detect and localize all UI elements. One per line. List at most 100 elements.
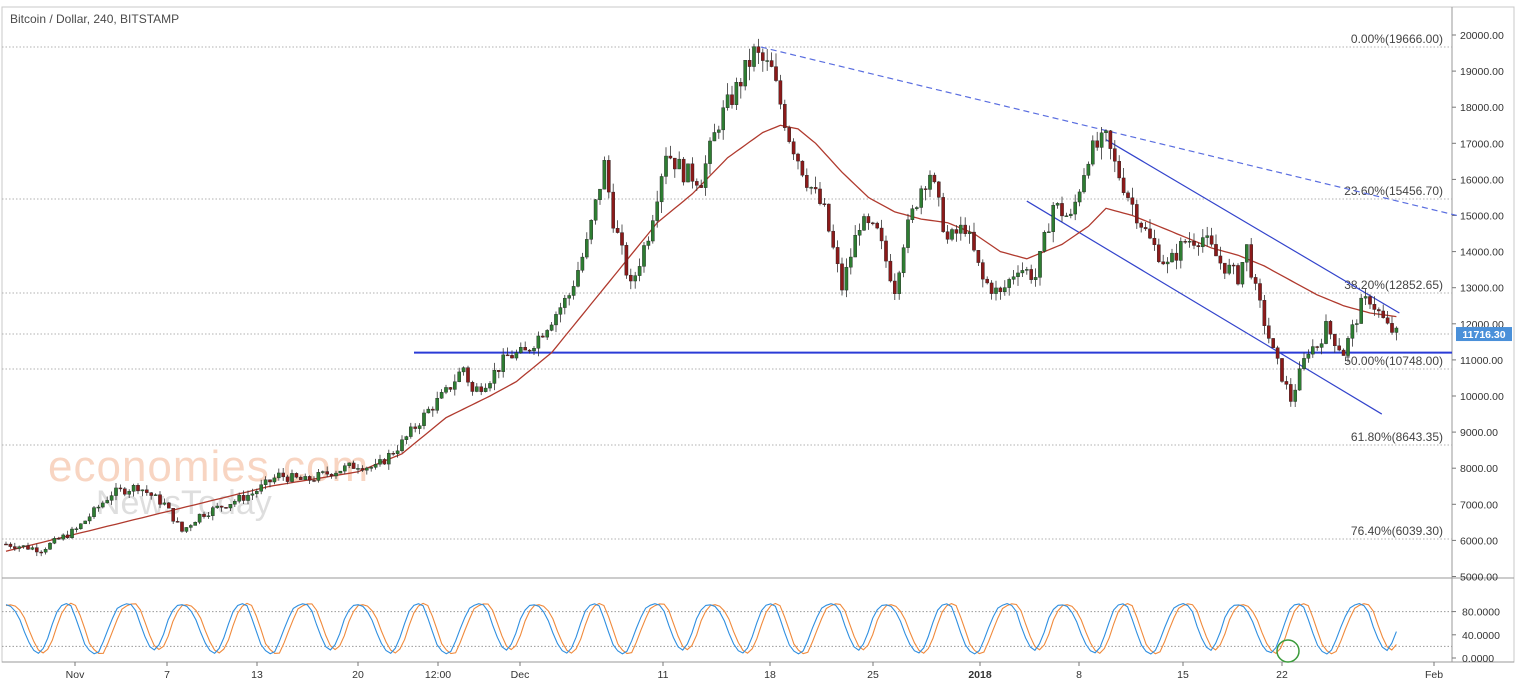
candle-body bbox=[294, 473, 299, 478]
candle-body bbox=[1280, 358, 1284, 382]
candle-body bbox=[52, 538, 57, 544]
candle-body bbox=[479, 386, 484, 392]
candle-body bbox=[571, 286, 576, 296]
candle-body bbox=[87, 516, 92, 522]
candle-body bbox=[857, 230, 862, 236]
candle-body bbox=[580, 256, 585, 271]
candle-body bbox=[1244, 244, 1249, 263]
candle-body bbox=[862, 216, 866, 231]
candle-body bbox=[1011, 276, 1016, 280]
candle-body bbox=[391, 453, 396, 455]
candle-body bbox=[360, 468, 365, 471]
candle-body bbox=[1117, 161, 1121, 179]
x-tick-label: 13 bbox=[251, 669, 263, 681]
candle-body bbox=[510, 355, 514, 359]
candle-body bbox=[316, 472, 321, 481]
candle-body bbox=[519, 347, 523, 353]
candle-body bbox=[532, 348, 536, 352]
candle-body bbox=[1165, 261, 1170, 265]
moving-average-line bbox=[5, 124, 1397, 552]
candle-body bbox=[677, 158, 681, 170]
candle-body bbox=[127, 491, 131, 495]
candle-body bbox=[624, 244, 629, 276]
candle-body bbox=[655, 201, 659, 221]
candle-body bbox=[778, 80, 783, 105]
candle-body bbox=[1350, 324, 1355, 339]
candle-body bbox=[743, 60, 747, 87]
candle-body bbox=[545, 330, 549, 338]
candle-body bbox=[756, 46, 761, 53]
candle-body bbox=[259, 484, 264, 492]
candle-body bbox=[567, 295, 571, 299]
candle-body bbox=[989, 282, 994, 294]
candle-body bbox=[853, 235, 857, 258]
candle-body bbox=[893, 280, 897, 294]
candle-body bbox=[972, 231, 976, 251]
candle-body bbox=[57, 538, 61, 540]
y-tick-label: 8000.00 bbox=[1460, 463, 1498, 475]
candle-body bbox=[140, 489, 145, 492]
candle-body bbox=[901, 247, 906, 274]
candle-body bbox=[268, 479, 272, 483]
candle-body bbox=[17, 546, 22, 549]
candle-body bbox=[387, 453, 391, 465]
candle-body bbox=[703, 163, 708, 188]
candle-body bbox=[813, 187, 818, 190]
candle-body bbox=[602, 160, 607, 190]
candle-body bbox=[1152, 237, 1157, 245]
candle-body bbox=[681, 158, 686, 183]
candle-body bbox=[1073, 201, 1077, 215]
candle-body bbox=[237, 495, 242, 502]
candle-body bbox=[369, 467, 374, 469]
candle-body bbox=[611, 191, 615, 229]
y-tick-label: 5000.00 bbox=[1460, 572, 1498, 584]
candle-body bbox=[629, 274, 633, 282]
candle-body bbox=[1315, 346, 1319, 348]
candle-body bbox=[906, 219, 910, 248]
candle-body bbox=[439, 392, 444, 399]
candle-body bbox=[1231, 264, 1236, 267]
candle-body bbox=[290, 473, 294, 482]
candle-body bbox=[131, 485, 136, 492]
candle-body bbox=[153, 494, 158, 496]
candle-body bbox=[400, 439, 404, 452]
candle-body bbox=[1302, 358, 1306, 369]
candle-body bbox=[39, 551, 43, 554]
last-price-tag-label: 11716.30 bbox=[1462, 329, 1505, 341]
candle-body bbox=[1183, 241, 1187, 243]
candle-body bbox=[919, 188, 923, 208]
candle-body bbox=[805, 175, 809, 188]
candle-body bbox=[637, 266, 642, 276]
candle-body bbox=[435, 398, 440, 411]
candle-body bbox=[897, 272, 901, 294]
osc-tick-label: 0.0000 bbox=[1462, 653, 1494, 665]
candle-body bbox=[1170, 252, 1174, 263]
candle-body bbox=[1033, 277, 1038, 280]
candle-body bbox=[1368, 296, 1372, 305]
candle-body bbox=[448, 387, 453, 390]
candle-body bbox=[1130, 197, 1135, 205]
candle-body bbox=[8, 543, 13, 547]
candle-body bbox=[356, 468, 360, 470]
candle-body bbox=[1372, 304, 1377, 310]
fib-level-label: 50.00%(10748.00) bbox=[1344, 354, 1443, 368]
candle-body bbox=[642, 245, 646, 267]
candle-body bbox=[1236, 265, 1240, 285]
candle-body bbox=[695, 181, 699, 186]
candle-body bbox=[835, 247, 840, 265]
candle-body bbox=[338, 470, 343, 474]
candle-body bbox=[827, 203, 831, 232]
osc-tick-label: 40.0000 bbox=[1462, 630, 1500, 642]
candle-body bbox=[122, 488, 127, 495]
candle-body bbox=[1108, 130, 1113, 149]
candle-body bbox=[321, 471, 325, 473]
candle-body bbox=[83, 520, 87, 525]
candle-body bbox=[774, 66, 778, 81]
candle-body bbox=[118, 487, 123, 490]
candle-body bbox=[1390, 323, 1394, 333]
candle-body bbox=[963, 224, 967, 234]
candle-body bbox=[668, 155, 673, 159]
candle-body bbox=[725, 94, 730, 108]
candle-body bbox=[426, 408, 431, 414]
